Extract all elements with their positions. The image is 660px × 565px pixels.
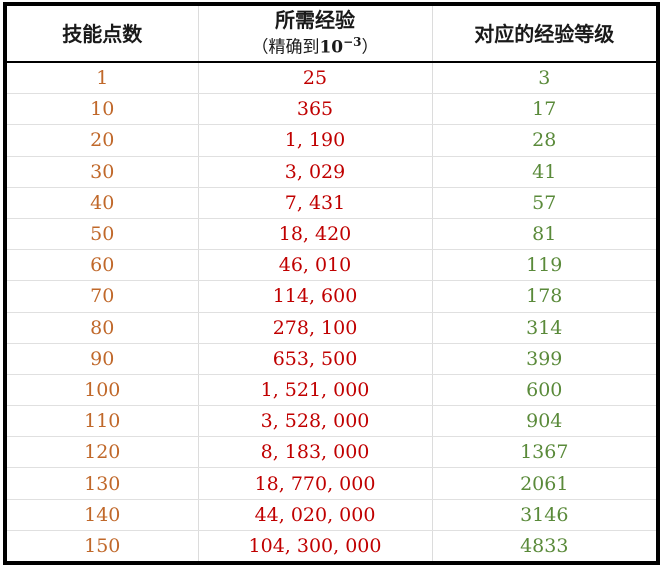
required-exp-cell: 365 [198, 93, 433, 126]
exp-level-cell: 314 [432, 312, 656, 344]
skill-points-cell: 110 [7, 405, 199, 438]
exp-level-cell: 3146 [432, 499, 656, 531]
table-row: 140 44, 020, 000 3146 [7, 499, 656, 531]
table-row: 40 7, 431 57 [7, 187, 656, 219]
exp-level-cell: 3 [432, 62, 656, 95]
required-exp-cell: 46, 010 [198, 249, 433, 282]
skill-exp-table: 技能点数 所需经验 （精确到10−3） 对应的经验等级 1 25 3 10 365 17 2… [7, 6, 656, 561]
exp-level-cell: 1367 [432, 436, 656, 469]
table-row: 1 25 3 [7, 62, 656, 95]
exp-level-cell: 57 [432, 187, 656, 219]
required-exp-cell: 104, 300, 000 [198, 530, 433, 561]
skill-exp-table-frame: 技能点数 所需经验 （精确到10−3） 对应的经验等级 1 25 3 10 365 17 2… [3, 2, 660, 565]
table-row: 90 653, 500 399 [7, 343, 656, 375]
required-exp-cell: 8, 183, 000 [198, 436, 433, 469]
precision-prefix: （精确到 [251, 37, 320, 58]
required-exp-cell: 3, 029 [198, 156, 433, 188]
header-precision-note: （精确到10−3） [199, 32, 432, 59]
table-row: 70 114, 600 178 [7, 280, 656, 313]
skill-points-cell: 150 [7, 530, 199, 561]
required-exp-cell: 3, 528, 000 [198, 405, 433, 438]
table-row: 50 18, 420 81 [7, 218, 656, 251]
required-exp-cell: 44, 020, 000 [198, 499, 433, 531]
header-exp-level: 对应的经验等级 [432, 6, 656, 63]
table-row: 10 365 17 [7, 93, 656, 126]
required-exp-cell: 1, 521, 000 [198, 374, 433, 407]
required-exp-cell: 18, 770, 000 [198, 467, 433, 500]
required-exp-cell: 114, 600 [198, 280, 433, 313]
skill-points-cell: 80 [7, 312, 199, 344]
skill-points-cell: 30 [7, 156, 199, 188]
header-required-exp-title: 所需经验 [275, 8, 355, 33]
required-exp-cell: 653, 500 [198, 343, 433, 375]
required-exp-cell: 278, 100 [198, 312, 433, 344]
exp-level-cell: 81 [432, 218, 656, 251]
exp-level-cell: 399 [432, 343, 656, 375]
skill-points-cell: 90 [7, 343, 199, 375]
exp-level-cell: 28 [432, 124, 656, 157]
required-exp-cell: 7, 431 [198, 187, 433, 219]
table-row: 120 8, 183, 000 1367 [7, 436, 656, 469]
exp-level-cell: 41 [432, 156, 656, 188]
precision-suffix: ） [361, 37, 379, 58]
skill-points-cell: 100 [7, 374, 199, 407]
skill-points-cell: 60 [7, 249, 199, 282]
table-row: 80 278, 100 314 [7, 312, 656, 344]
precision-base: 10 [319, 37, 344, 58]
skill-points-cell: 50 [7, 218, 199, 251]
skill-points-cell: 20 [7, 124, 199, 157]
precision-exponent: −3 [343, 35, 362, 50]
skill-points-cell: 40 [7, 187, 199, 219]
table-row: 30 3, 029 41 [7, 156, 656, 188]
exp-level-cell: 17 [432, 93, 656, 126]
skill-points-cell: 70 [7, 280, 199, 313]
table-row: 110 3, 528, 000 904 [7, 405, 656, 438]
exp-level-cell: 904 [432, 405, 656, 438]
header-skill-points: 技能点数 [7, 6, 199, 63]
table-row: 100 1, 521, 000 600 [7, 374, 656, 407]
header-required-exp: 所需经验 （精确到10−3） [198, 6, 433, 63]
header-row: 技能点数 所需经验 （精确到10−3） 对应的经验等级 [7, 6, 656, 63]
table-row: 150 104, 300, 000 4833 [7, 530, 656, 561]
skill-points-cell: 130 [7, 467, 199, 500]
skill-points-cell: 10 [7, 93, 199, 126]
required-exp-cell: 18, 420 [198, 218, 433, 251]
skill-points-cell: 1 [7, 62, 199, 95]
table-row: 60 46, 010 119 [7, 249, 656, 282]
skill-points-cell: 120 [7, 436, 199, 469]
required-exp-cell: 1, 190 [198, 124, 433, 157]
exp-level-cell: 600 [432, 374, 656, 407]
skill-points-cell: 140 [7, 499, 199, 531]
exp-level-cell: 4833 [520, 534, 569, 557]
required-exp-cell: 25 [198, 62, 433, 95]
exp-level-cell: 2061 [432, 467, 656, 500]
exp-level-cell: 178 [432, 280, 656, 313]
exp-level-cell: 119 [432, 249, 656, 282]
table-row: 20 1, 190 28 [7, 124, 656, 157]
table-row: 130 18, 770, 000 2061 [7, 467, 656, 500]
